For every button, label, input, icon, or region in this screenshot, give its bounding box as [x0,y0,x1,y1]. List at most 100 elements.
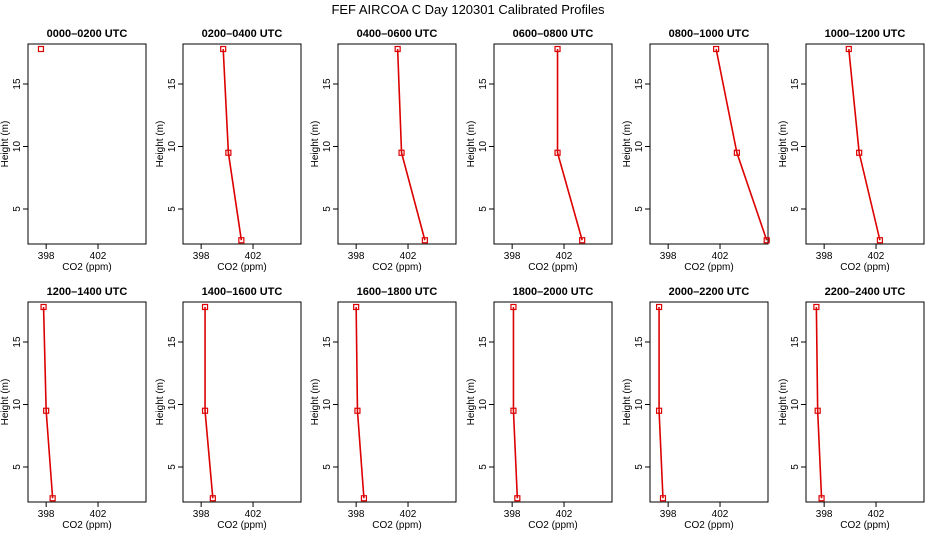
x-tick-label: 398 [38,509,55,520]
y-axis-label: Height (m) [466,121,477,168]
profile-panel-9: 1600–1800 UTC 398 402 5 10 15 CO2 (ppm) Height … [310,286,457,531]
x-tick-label: 398 [816,509,833,520]
y-tick-label: 15 [12,78,23,90]
y-tick-label: 10 [12,141,23,153]
profile-point [398,149,405,156]
profile-panel-1: 0000–0200 UTC 398 402 5 10 15 CO2 (ppm) Height … [0,28,147,273]
x-axis-label: CO2 (ppm) [62,262,111,273]
x-axis-label: CO2 (ppm) [840,262,889,273]
y-tick-label: 10 [790,399,801,411]
profile-point [510,407,517,414]
x-axis-label: CO2 (ppm) [372,262,421,273]
figure-title: FEF AIRCOA C Day 120301 Calibrated Profi… [331,2,605,17]
profile-point [201,407,209,414]
profile-point [225,149,232,156]
y-axis-label: Height (m) [466,379,477,426]
y-tick-label: 15 [634,78,645,90]
y-tick-label: 5 [167,464,178,470]
x-axis-label: CO2 (ppm) [528,262,577,273]
y-axis-label: Height (m) [778,379,789,426]
y-axis-label: Height (m) [778,121,789,168]
y-tick-label: 10 [634,399,645,411]
y-tick-label: 5 [167,206,178,212]
profile-point [655,303,663,311]
profile-point [220,45,227,53]
profile-point [763,237,770,244]
x-tick-label: 398 [348,509,365,520]
y-tick-label: 5 [790,464,801,470]
panel-title: 0800–1000 UTC [669,28,750,40]
x-axis-label: CO2 (ppm) [528,520,577,531]
profile-point [238,237,245,244]
y-tick-label: 15 [790,336,801,348]
panel-title: 1400–1600 UTC [202,286,283,298]
y-tick-label: 10 [322,141,333,153]
profile-point [579,237,586,244]
profile-point [814,407,821,414]
x-tick-label: 398 [504,509,521,520]
y-tick-label: 5 [478,206,489,212]
profile-point [354,407,361,414]
y-axis-label: Height (m) [622,379,633,426]
profile-line [847,48,881,241]
profile-point [845,45,852,53]
profile-panel-4: 0600–0800 UTC 398 402 5 10 15 CO2 (ppm) Height … [466,28,613,273]
profile-panel-12: 2200–2400 UTC 398 402 5 10 15 CO2 (ppm) Height … [778,286,925,531]
x-tick-label: 402 [400,251,417,262]
plot-frame [649,43,769,245]
panel-title: 2200–2400 UTC [825,286,906,298]
x-axis-label: CO2 (ppm) [840,520,889,531]
x-tick-label: 398 [193,509,210,520]
x-tick-label: 398 [660,251,677,262]
x-tick-label: 402 [868,251,885,262]
y-tick-label: 15 [634,336,645,348]
y-tick-label: 5 [790,206,801,212]
profile-point [856,149,863,156]
y-tick-label: 15 [478,336,489,348]
y-tick-label: 10 [478,399,489,411]
profile-point [733,149,740,156]
profile-point [394,45,401,53]
x-tick-label: 402 [400,509,417,520]
profile-panel-5: 0800–1000 UTC 398 402 5 10 15 CO2 (ppm) Height … [622,28,770,273]
x-tick-label: 398 [38,251,55,262]
x-tick-label: 398 [816,251,833,262]
x-tick-label: 402 [90,509,107,520]
profile-point [43,407,50,414]
y-tick-label: 10 [167,141,178,153]
panel-title: 2000–2200 UTC [669,286,750,298]
profile-line [42,306,54,499]
x-tick-label: 398 [504,251,521,262]
y-tick-label: 5 [634,206,645,212]
x-tick-label: 402 [245,251,262,262]
y-axis-label: Height (m) [0,121,11,168]
panel-title: 1000–1200 UTC [825,28,906,40]
plot-frame [805,43,925,245]
x-axis-label: CO2 (ppm) [372,520,421,531]
profile-line [815,306,823,499]
profile-line [715,48,768,241]
y-tick-label: 15 [322,336,333,348]
y-tick-label: 15 [167,336,178,348]
y-tick-label: 5 [634,464,645,470]
profile-point [37,45,45,53]
profile-point [813,303,820,311]
x-axis-label: CO2 (ppm) [217,520,266,531]
y-axis-label: Height (m) [310,379,321,426]
profile-line [396,48,426,241]
profile-point [421,237,428,244]
y-tick-label: 5 [322,464,333,470]
profile-line [556,49,583,241]
y-tick-label: 10 [12,399,23,411]
y-tick-label: 15 [478,78,489,90]
plot-frame [649,301,769,503]
y-tick-label: 15 [322,78,333,90]
profile-panel-3: 0400–0600 UTC 398 402 5 10 15 CO2 (ppm) Height … [310,28,457,273]
x-tick-label: 402 [245,509,262,520]
profile-point [655,407,663,414]
plot-frame [182,301,302,503]
profile-point [510,303,517,311]
x-axis-label: CO2 (ppm) [684,262,733,273]
plot-frame [182,43,302,245]
panel-title: 1800–2000 UTC [513,286,594,298]
